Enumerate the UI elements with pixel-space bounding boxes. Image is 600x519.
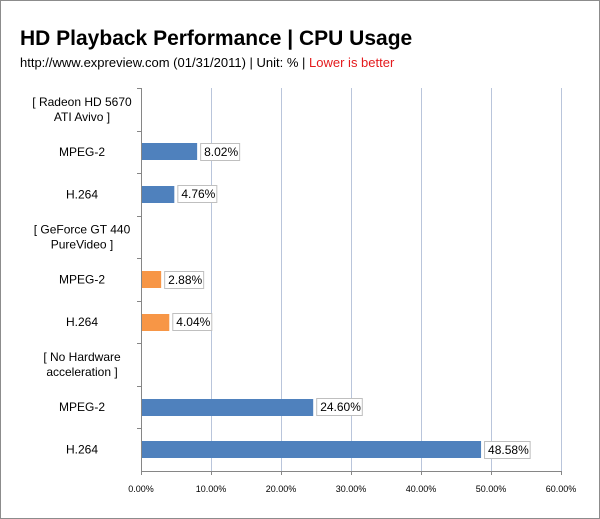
x-tick-label-60: 60.00% xyxy=(546,484,577,494)
data-label: 8.02% xyxy=(204,145,238,159)
data-label: 24.60% xyxy=(320,400,361,414)
category-label: MPEG-2 xyxy=(59,400,105,414)
subtitle-source: http://www.expreview.com (01/31/2011) | … xyxy=(20,55,310,70)
chart-subtitle: http://www.expreview.com (01/31/2011) | … xyxy=(20,55,394,70)
category-label: acceleration ] xyxy=(46,365,117,379)
data-label: 4.76% xyxy=(181,187,215,201)
bar-geforce xyxy=(142,314,170,331)
subtitle-note: Lower is better xyxy=(309,55,395,70)
data-label-box xyxy=(200,143,241,161)
x-tick-label-0: 0.00% xyxy=(128,484,154,494)
chart-title: HD Playback Performance | CPU Usage xyxy=(20,27,413,50)
x-tick-label-50: 50.00% xyxy=(476,484,507,494)
category-label: [ No Hardware xyxy=(43,350,121,364)
bar-no_hw xyxy=(142,399,314,416)
bar-radeon xyxy=(142,186,175,203)
bar-no_hw xyxy=(142,441,482,458)
category-label: H.264 xyxy=(66,187,98,201)
bar-radeon xyxy=(142,143,198,160)
x-tick-label-10: 10.00% xyxy=(196,484,227,494)
x-tick-label-30: 30.00% xyxy=(336,484,367,494)
x-tick-label-20: 20.00% xyxy=(266,484,297,494)
data-label-box xyxy=(177,185,218,203)
category-label: MPEG-2 xyxy=(59,145,105,159)
category-label: PureVideo ] xyxy=(51,237,114,251)
category-label: ATI Avivo ] xyxy=(54,110,110,124)
data-label-box xyxy=(164,271,205,289)
data-label: 4.04% xyxy=(176,315,210,329)
data-label: 48.58% xyxy=(488,443,529,457)
x-tick-label-40: 40.00% xyxy=(406,484,437,494)
data-label-box xyxy=(172,313,213,331)
data-label-box xyxy=(484,441,531,459)
category-label: MPEG-2 xyxy=(59,273,105,287)
data-label-box xyxy=(316,398,363,416)
data-label: 2.88% xyxy=(168,273,202,287)
category-label: [ Radeon HD 5670 xyxy=(32,95,132,109)
bar-geforce xyxy=(142,271,162,288)
category-label: H.264 xyxy=(66,315,98,329)
category-label: [ GeForce GT 440 xyxy=(34,222,131,236)
category-label: H.264 xyxy=(66,443,98,457)
